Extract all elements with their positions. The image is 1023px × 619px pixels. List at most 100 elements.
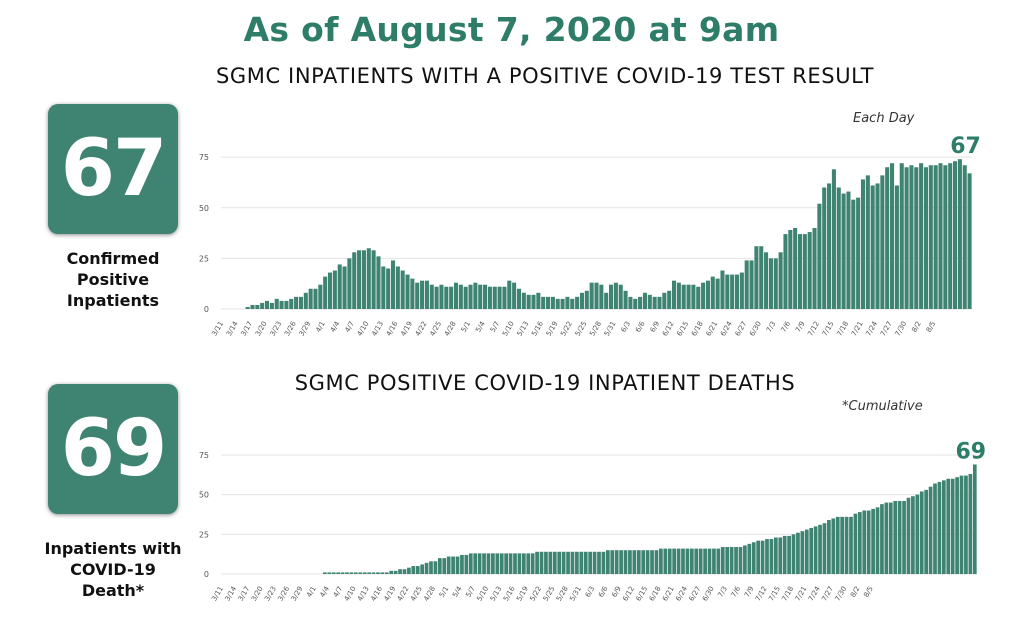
inpatients-chart-y-tick-label: 25 [199, 254, 209, 263]
inpatients-chart-bar [298, 296, 303, 309]
inpatients-chart-bar [827, 183, 832, 309]
deaths-chart-bar [411, 566, 416, 574]
inpatients-chart-end-value-label: 67 [950, 134, 981, 159]
deaths-chart-y-tick-label: 25 [199, 530, 209, 539]
deaths-chart-bar [950, 478, 955, 574]
deaths-chart-bar [384, 572, 389, 574]
deaths-chart-bar [521, 553, 526, 574]
deaths-chart-x-tick-label: 4/16 [369, 585, 384, 603]
inpatients-chart-bar [885, 167, 890, 309]
inpatients-chart-bar [899, 163, 904, 309]
inpatients-chart-bar [914, 167, 919, 309]
inpatients-chart-bar [502, 286, 507, 309]
deaths-chart-bar [376, 572, 380, 574]
deaths-chart-bar [888, 502, 893, 574]
inpatients-chart-bar [671, 280, 677, 309]
inpatients-chart-bar [705, 280, 710, 309]
inpatients-chart-bar [507, 280, 512, 309]
inpatients-chart-bar [458, 284, 463, 309]
deaths-chart-bar [765, 539, 769, 574]
inpatients-chart-bar [400, 270, 405, 309]
inpatients-chart-bar [473, 282, 478, 309]
deaths-chart-bar [813, 526, 818, 574]
deaths-chart-bar [544, 551, 548, 574]
inpatients-chart-bar [894, 185, 899, 309]
deaths-chart-bar [539, 551, 544, 574]
deaths-chart-bar [535, 551, 539, 574]
inpatients-chart-bar [357, 250, 362, 309]
deaths-chart-bar [561, 551, 566, 574]
deaths-chart-bar [407, 567, 411, 574]
inpatients-chart-bar [308, 288, 313, 309]
deaths-chart-bar [875, 507, 880, 574]
inpatients-chart-bar [667, 290, 672, 309]
deaths-chart-x-tick-label: 7/24 [807, 585, 822, 603]
deaths-chart-bar [871, 508, 875, 574]
inpatients-chart-bar [953, 161, 958, 309]
deaths-chart-title: SGMC POSITIVE COVID-19 INPATIENT DEATHS [294, 371, 796, 395]
inpatients-chart-bar [420, 280, 425, 309]
deaths-chart-bar [725, 547, 730, 574]
inpatients-chart-bar [352, 252, 357, 309]
inpatients-chart-bar [904, 167, 909, 309]
inpatients-chart-bar [366, 248, 371, 309]
inpatients-chart-bar [274, 298, 279, 309]
deaths-chart-x-tick-label: 6/30 [701, 585, 716, 603]
inpatients-chart-bar [347, 258, 352, 309]
inpatients-chart-bar [541, 296, 546, 309]
inpatients-chart-bar [642, 292, 647, 309]
deaths-chart-bar [751, 542, 756, 574]
deaths-chart-bar [672, 548, 677, 574]
inpatients-chart-bar [909, 165, 914, 309]
deaths-chart-bar [588, 551, 593, 574]
inpatients-chart-bar [720, 270, 725, 309]
deaths-chart-x-tick-label: 6/27 [688, 585, 703, 603]
inpatient-deaths-label: Inpatients with COVID-19 Death* [28, 538, 198, 601]
deaths-chart-bar [380, 572, 385, 574]
inpatients-chart-bar [778, 252, 783, 309]
inpatients-chart-bar [468, 284, 473, 309]
deaths-chart-y-tick-label: 50 [199, 491, 209, 500]
deaths-chart-x-tick-label: 7/27 [820, 585, 835, 603]
deaths-chart-x-tick-label: 7/12 [754, 585, 769, 603]
deaths-chart-x-tick-label: 4/22 [396, 585, 411, 603]
deaths-chart-bar [800, 531, 805, 574]
deaths-chart-bar [513, 553, 517, 574]
inpatients-chart-bar [860, 179, 866, 309]
deaths-chart-bar [906, 497, 911, 574]
inpatients-chart-bar [386, 268, 391, 309]
inpatients-chart-bar [657, 296, 662, 309]
inpatients-chart-bar [851, 199, 856, 309]
inpatients-chart-bar [424, 280, 429, 309]
deaths-chart-bar [437, 558, 442, 574]
deaths-chart-x-tick-label: 4/28 [422, 585, 437, 603]
deaths-chart-bar [928, 486, 933, 574]
deaths-chart-bar [557, 551, 562, 574]
inpatients-chart-bar [444, 286, 449, 309]
deaths-chart-bar [835, 516, 840, 574]
deaths-chart-x-tick-label: 4/1 [305, 585, 318, 599]
deaths-chart-bar [760, 540, 765, 574]
deaths-chart-x-tick-label: 6/12 [621, 585, 636, 603]
deaths-chart-bar [597, 551, 601, 574]
deaths-chart-bar [619, 550, 623, 574]
inpatients-chart-y-tick-label: 0 [204, 305, 209, 314]
deaths-chart-bar [628, 550, 632, 574]
inpatients-chart-bar [933, 165, 938, 309]
deaths-chart-bar [491, 553, 495, 574]
deaths-chart-bar [327, 572, 332, 574]
deaths-chart-bar [583, 551, 588, 574]
deaths-chart-x-tick-label: 8/5 [862, 585, 875, 599]
deaths-chart-bar [968, 473, 973, 574]
deaths-chart-bar [853, 513, 858, 574]
inpatients-chart-bar [584, 290, 589, 309]
deaths-chart-bar [663, 548, 668, 574]
inpatients-chart-bar [623, 290, 628, 309]
inpatients-chart-bar [604, 292, 609, 309]
deaths-chart-bar [659, 548, 663, 574]
deaths-chart-bar [880, 504, 884, 574]
inpatients-chart-y-tick-label: 50 [199, 204, 209, 213]
inpatients-chart-bar [943, 165, 948, 309]
deaths-chart-x-tick-label: 3/29 [290, 585, 305, 603]
deaths-chart-bar [698, 548, 703, 574]
